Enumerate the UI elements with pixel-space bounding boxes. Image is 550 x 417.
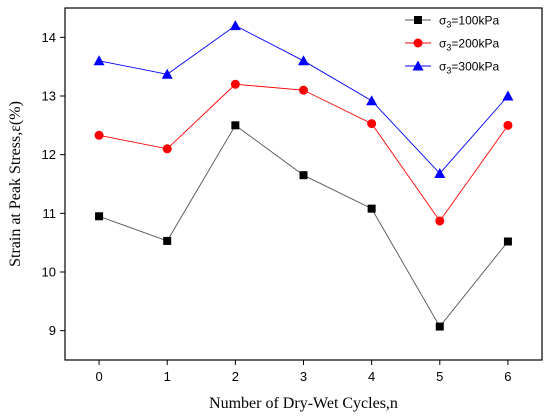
legend-marker [412,60,424,71]
legend-item-3: σ3=300kPa [405,60,499,76]
y-tick-label: 13 [42,89,56,104]
legend-item-2: σ3=200kPa [405,37,499,53]
y-tick-label: 14 [42,30,56,45]
data-point-series-1-4 [367,204,376,213]
legend-marker [414,16,422,24]
data-point-series-2-0 [94,130,104,140]
y-tick-label: 10 [42,265,56,280]
legend-label: σ3=100kPa [439,14,499,30]
x-tick-label: 3 [300,369,307,384]
data-point-series-2-3 [299,85,308,95]
data-point-series-2-4 [367,119,377,129]
data-point-series-1-3 [299,171,308,180]
x-tick-label: 1 [164,369,171,384]
x-tick-label: 6 [504,369,511,384]
series-line-2 [98,83,509,222]
data-point-series-1-6 [503,237,512,246]
legend-label: σ3=300kPa [439,60,499,76]
y-tick-label: 9 [49,323,56,338]
data-point-series-1-1 [163,236,172,245]
data-point-series-3-6 [502,90,514,101]
x-axis-title: Number of Dry-Wet Cycles,n [209,395,398,412]
data-point-series-3-3 [298,55,309,66]
y-tick-label: 11 [43,206,57,221]
legend: σ3=100kPa σ3=200kPa σ3=300kPa [405,14,499,76]
data-point-series-3-2 [229,20,241,31]
data-point-series-3-4 [366,95,378,106]
x-tick-label: 0 [95,369,102,384]
data-point-series-1-0 [95,212,104,221]
legend-item-1: σ3=100kPa [405,14,499,30]
data-point-series-3-1 [161,68,173,79]
x-tick-label: 2 [232,369,239,384]
data-point-series-2-5 [435,216,445,226]
data-point-series-1-5 [435,322,444,331]
plot-area [93,20,514,331]
data-point-series-3-0 [93,55,105,66]
x-tick-label: 5 [436,369,443,384]
legend-marker [413,38,423,48]
data-point-series-3-5 [434,167,446,178]
data-point-series-2-6 [503,120,513,130]
legend-label: σ3=200kPa [439,37,499,53]
y-axis-title: Strain at Peak Stress,ε(%) [7,101,24,267]
data-point-series-2-1 [162,144,172,154]
series-line-1 [98,124,509,328]
data-point-series-1-2 [231,121,240,130]
x-tick-label: 4 [368,369,375,384]
data-point-series-2-2 [230,79,240,89]
y-tick-label: 12 [42,147,56,162]
